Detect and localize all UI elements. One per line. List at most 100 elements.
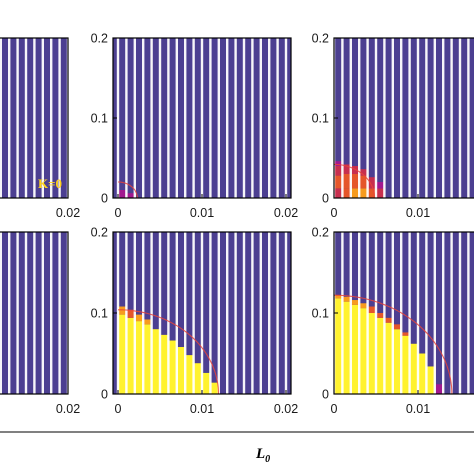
heatmap-cell-5-0 xyxy=(376,317,385,394)
grid-stripe xyxy=(41,38,44,198)
grid-stripe xyxy=(50,38,53,198)
boundary-curve xyxy=(334,163,376,198)
heatmap-cell-1-0 xyxy=(126,193,135,198)
grid-stripe xyxy=(192,232,195,394)
heatmap-cell-6-0 xyxy=(168,340,177,394)
grid-stripe xyxy=(234,38,237,198)
grid-stripe xyxy=(226,38,229,198)
heatmap-cell-0-0 xyxy=(334,188,343,198)
heatmap-cell-8-1 xyxy=(401,332,410,336)
heatmap-cell-1-0 xyxy=(342,301,351,394)
grid-stripe xyxy=(16,232,19,394)
x-tick-label: 0.01 xyxy=(190,206,214,220)
grid-stripe xyxy=(450,38,453,198)
panel-frame xyxy=(0,37,69,199)
grid-stripe xyxy=(226,232,229,394)
grid-stripe xyxy=(0,232,3,394)
heatmap-cell-8-0 xyxy=(185,355,194,394)
grid-stripe xyxy=(184,232,187,394)
grid-stripe xyxy=(58,38,61,198)
x-tick-label: 0 xyxy=(115,206,122,220)
y-tick-label: 0 xyxy=(101,192,108,206)
grid-stripe xyxy=(425,38,428,198)
x-tick-label: 0.02 xyxy=(56,402,80,416)
plot-area xyxy=(0,232,68,394)
grid-stripe xyxy=(58,232,61,394)
grid-stripe xyxy=(158,232,162,394)
heatmap-cell-0-2 xyxy=(334,166,343,176)
heatmap-cell-2-2 xyxy=(350,166,360,174)
grid-stripe xyxy=(442,232,445,394)
heatmap-cell-5-0 xyxy=(160,334,169,394)
grid-stripe xyxy=(24,232,28,394)
grid-stripe xyxy=(116,232,120,394)
heatmap-cell-7-0 xyxy=(392,329,402,394)
x-tick-label: 0 xyxy=(331,402,338,416)
grid-stripe xyxy=(358,232,361,394)
grid-stripe xyxy=(242,232,246,394)
panel-annotation: K=0 xyxy=(38,176,62,191)
heatmap-cell-5-1 xyxy=(376,313,385,318)
grid-stripe xyxy=(259,38,262,198)
panel-bottom-middle: 0 0.01 0.02 0 0.1 0.2 xyxy=(91,226,299,417)
x-tick-label: 0.01 xyxy=(406,206,430,220)
grid-stripe xyxy=(268,232,271,394)
grid-stripe xyxy=(458,232,462,394)
heatmap-cell-1-1 xyxy=(126,309,135,318)
boundary-curve xyxy=(118,309,220,394)
heatmap-cell-4-1 xyxy=(367,177,376,189)
plot-area xyxy=(334,232,474,394)
y-tick-label: 0.2 xyxy=(91,226,108,240)
heatmap-cell-0-0 xyxy=(118,190,127,198)
y-tick-label: 0.2 xyxy=(91,32,108,46)
grid-stripe xyxy=(358,38,361,198)
heatmap-cell-1-0 xyxy=(342,188,351,198)
plot-area xyxy=(113,232,291,394)
x-tick-label: 0.01 xyxy=(406,402,430,416)
grid-stripe xyxy=(8,232,11,394)
grid-stripe xyxy=(125,38,128,198)
grid-stripe xyxy=(391,232,394,394)
grid-stripe xyxy=(374,38,378,198)
heatmap-cell-1-1 xyxy=(342,296,351,302)
grid-stripe xyxy=(150,38,153,198)
grid-stripe xyxy=(234,232,237,394)
heatmap-cell-4-0 xyxy=(367,188,376,198)
grid-stripe xyxy=(33,232,36,394)
grid-stripe xyxy=(458,38,462,198)
grid-stripe xyxy=(184,38,187,198)
grid-stripe xyxy=(425,232,428,394)
heatmap-cell-10-0 xyxy=(202,372,211,394)
plot-area xyxy=(334,38,474,198)
y-tick-label: 0.1 xyxy=(91,307,108,321)
grid-stripe xyxy=(217,232,220,394)
grid-stripe xyxy=(408,232,411,394)
grid-stripe xyxy=(374,232,378,394)
grid-stripe xyxy=(0,38,3,198)
heatmap-cell-2-0 xyxy=(134,321,144,394)
heatmap-cell-0-1 xyxy=(334,295,343,299)
x-axis-label-subscript: 0 xyxy=(265,454,270,465)
grid-stripe xyxy=(400,38,403,198)
grid-stripe xyxy=(16,38,19,198)
grid-stripe xyxy=(349,38,352,198)
grid-stripe xyxy=(433,38,436,198)
grid-stripe xyxy=(142,38,145,198)
y-tick-label: 0 xyxy=(101,388,108,402)
x-tick-label: 0 xyxy=(115,402,122,416)
grid-stripe xyxy=(192,38,195,198)
grid-stripe xyxy=(150,232,153,394)
plot-area xyxy=(113,38,291,198)
x-tick-label: 0.02 xyxy=(56,206,80,220)
panel-top-middle: 0 0.01 0.02 0 0.1 0.2 xyxy=(91,32,299,221)
y-tick-label: 0.2 xyxy=(312,226,329,240)
heatmap-cell-2-1 xyxy=(350,174,360,189)
heatmap-cell-5-1 xyxy=(376,182,385,189)
heatmap-cell-6-1 xyxy=(384,317,393,323)
heatmap-cell-9-0 xyxy=(193,363,202,394)
y-tick-label: 0.1 xyxy=(312,307,329,321)
y-tick-label: 0.1 xyxy=(312,112,329,126)
x-axis-label: L0 xyxy=(255,446,270,465)
